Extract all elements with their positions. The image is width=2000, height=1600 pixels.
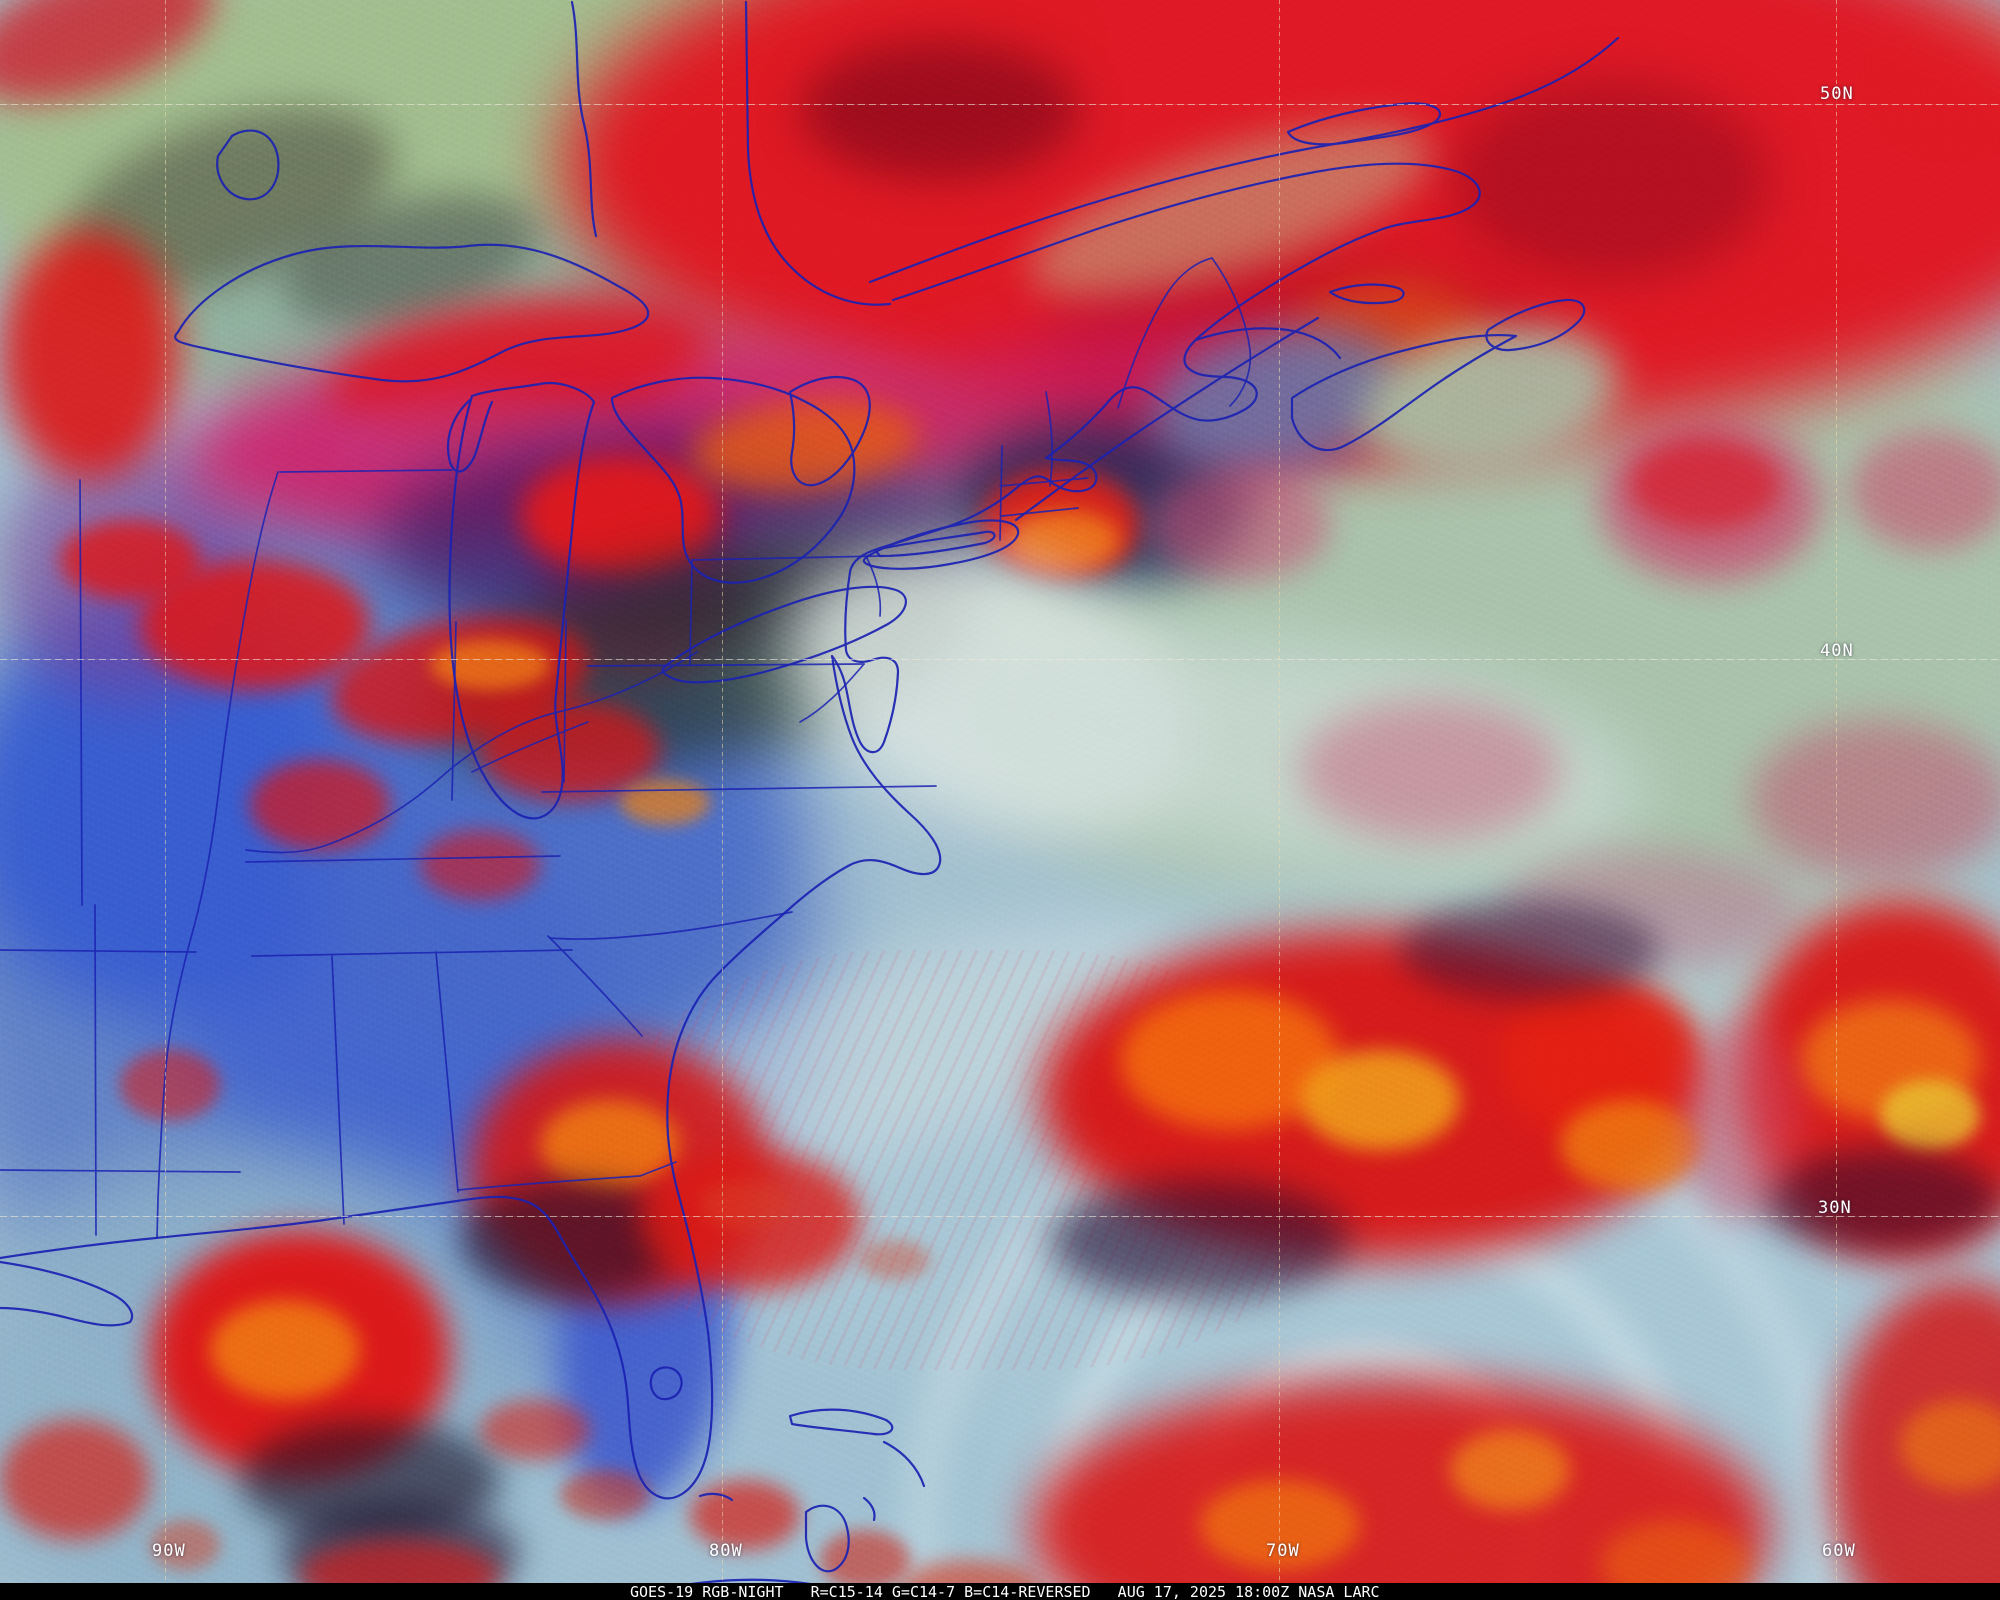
cloud-blob bbox=[1450, 1430, 1570, 1510]
cloud-blob bbox=[250, 760, 390, 850]
cloud-blob bbox=[480, 700, 660, 800]
cloud-blob bbox=[820, 1530, 910, 1590]
cloud-blob bbox=[1300, 700, 1560, 840]
cloud-blob bbox=[1850, 430, 2000, 550]
cloud-blob bbox=[540, 1100, 680, 1190]
cloud-blob bbox=[1400, 900, 1660, 1000]
cloud-blob bbox=[800, 40, 1080, 180]
cloud-blob bbox=[1300, 1050, 1460, 1150]
cloud-blob bbox=[1200, 1480, 1360, 1570]
status-bar: GOES-19 RGB-NIGHT R=C15-14 G=C14-7 B=C14… bbox=[0, 1583, 2000, 1600]
cloud-blob bbox=[690, 1480, 800, 1550]
grid-label-50n: 50N bbox=[1820, 84, 1854, 104]
cloud-blob bbox=[150, 1520, 220, 1570]
island-outlines bbox=[646, 1408, 926, 1600]
cloud-blob bbox=[860, 1240, 930, 1280]
grid-label-30n: 30N bbox=[1818, 1198, 1852, 1218]
cloud-blob bbox=[1450, 80, 1770, 280]
state-borders bbox=[0, 257, 1252, 1239]
cloud-blob bbox=[1560, 1100, 1700, 1190]
gridline-meridian-60w bbox=[1836, 0, 1837, 1583]
gridline-meridian-90w bbox=[165, 0, 166, 1583]
cloud-blob bbox=[0, 230, 180, 480]
cloud-blob bbox=[1880, 1080, 1980, 1150]
cloud-blob bbox=[1010, 510, 1120, 570]
cloud-blob bbox=[480, 1400, 590, 1460]
cloud-blob bbox=[210, 1300, 360, 1400]
grid-label-70w: 70W bbox=[1266, 1541, 1300, 1561]
cloud-blob bbox=[1630, 440, 1780, 530]
cloud-blob bbox=[700, 1180, 790, 1230]
atlantic-coastline bbox=[0, 162, 1481, 1500]
gridline-parallel-50n bbox=[0, 104, 2000, 105]
cloud-blob bbox=[430, 640, 550, 690]
grid-label-90w: 90W bbox=[152, 1541, 186, 1561]
grid-label-60w: 60W bbox=[1822, 1541, 1856, 1561]
status-bar-text: GOES-19 RGB-NIGHT R=C15-14 G=C14-7 B=C14… bbox=[630, 1583, 1380, 1600]
cloud-blob bbox=[1050, 1180, 1350, 1300]
gridline-meridian-80w bbox=[722, 0, 723, 1583]
cloud-blob bbox=[1900, 1400, 2000, 1490]
canada-borders bbox=[570, 0, 1620, 522]
cloud-blob bbox=[60, 520, 200, 600]
grid-label-40n: 40N bbox=[1820, 641, 1854, 661]
cloud-blob bbox=[120, 1050, 220, 1120]
grid-label-80w: 80W bbox=[709, 1541, 743, 1561]
cloud-blob bbox=[620, 780, 710, 825]
cloud-blob bbox=[1750, 720, 2000, 880]
cloud-blob bbox=[560, 1470, 650, 1520]
gridline-parallel-30n bbox=[0, 1216, 2000, 1217]
gridline-parallel-40n bbox=[0, 659, 2000, 660]
cloud-blob bbox=[1680, 1020, 1800, 1220]
cloud-blob bbox=[420, 830, 540, 900]
cloud-blob bbox=[1760, 1150, 2000, 1250]
great-lakes-outlines bbox=[174, 129, 1020, 1401]
gridline-meridian-70w bbox=[1279, 0, 1280, 1583]
cloud-blob bbox=[0, 1420, 150, 1540]
cloud-blob bbox=[1150, 470, 1330, 580]
